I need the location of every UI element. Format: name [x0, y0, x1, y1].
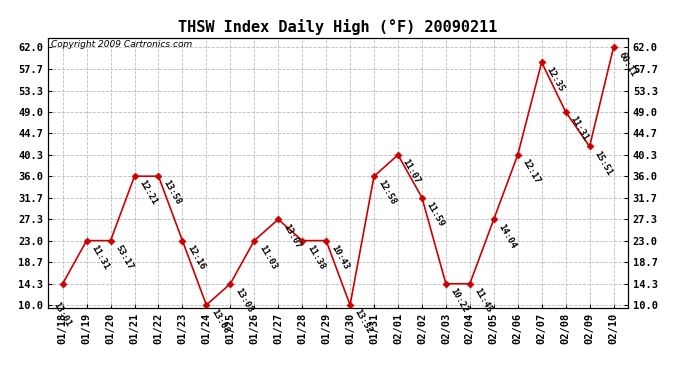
Text: 13:08: 13:08	[209, 308, 230, 336]
Text: 12:58: 12:58	[377, 179, 398, 207]
Text: 13:07: 13:07	[281, 222, 302, 250]
Text: 13:52: 13:52	[353, 308, 374, 336]
Text: 13:58: 13:58	[161, 179, 182, 207]
Text: Copyright 2009 Cartronics.com: Copyright 2009 Cartronics.com	[51, 40, 193, 49]
Text: 11:03: 11:03	[257, 243, 278, 271]
Text: 12:21: 12:21	[137, 179, 159, 207]
Text: 12:16: 12:16	[185, 243, 206, 271]
Text: 11:31: 11:31	[90, 243, 110, 271]
Text: 12:35: 12:35	[544, 65, 566, 93]
Text: 11:45: 11:45	[473, 286, 494, 314]
Text: 15:51: 15:51	[592, 149, 613, 177]
Text: 10:22: 10:22	[448, 286, 470, 314]
Title: THSW Index Daily High (°F) 20090211: THSW Index Daily High (°F) 20090211	[179, 19, 497, 35]
Text: 11:38: 11:38	[305, 243, 326, 271]
Text: 13:08: 13:08	[233, 286, 255, 314]
Text: 53:17: 53:17	[113, 243, 135, 271]
Text: 11:59: 11:59	[425, 200, 446, 228]
Text: 60:11: 60:11	[616, 50, 638, 78]
Text: 10:43: 10:43	[329, 243, 350, 271]
Text: 14:04: 14:04	[497, 222, 518, 250]
Text: 12:17: 12:17	[520, 158, 542, 186]
Text: 13:01: 13:01	[52, 300, 72, 328]
Text: 11:07: 11:07	[401, 158, 422, 186]
Text: 11:31: 11:31	[569, 115, 590, 142]
